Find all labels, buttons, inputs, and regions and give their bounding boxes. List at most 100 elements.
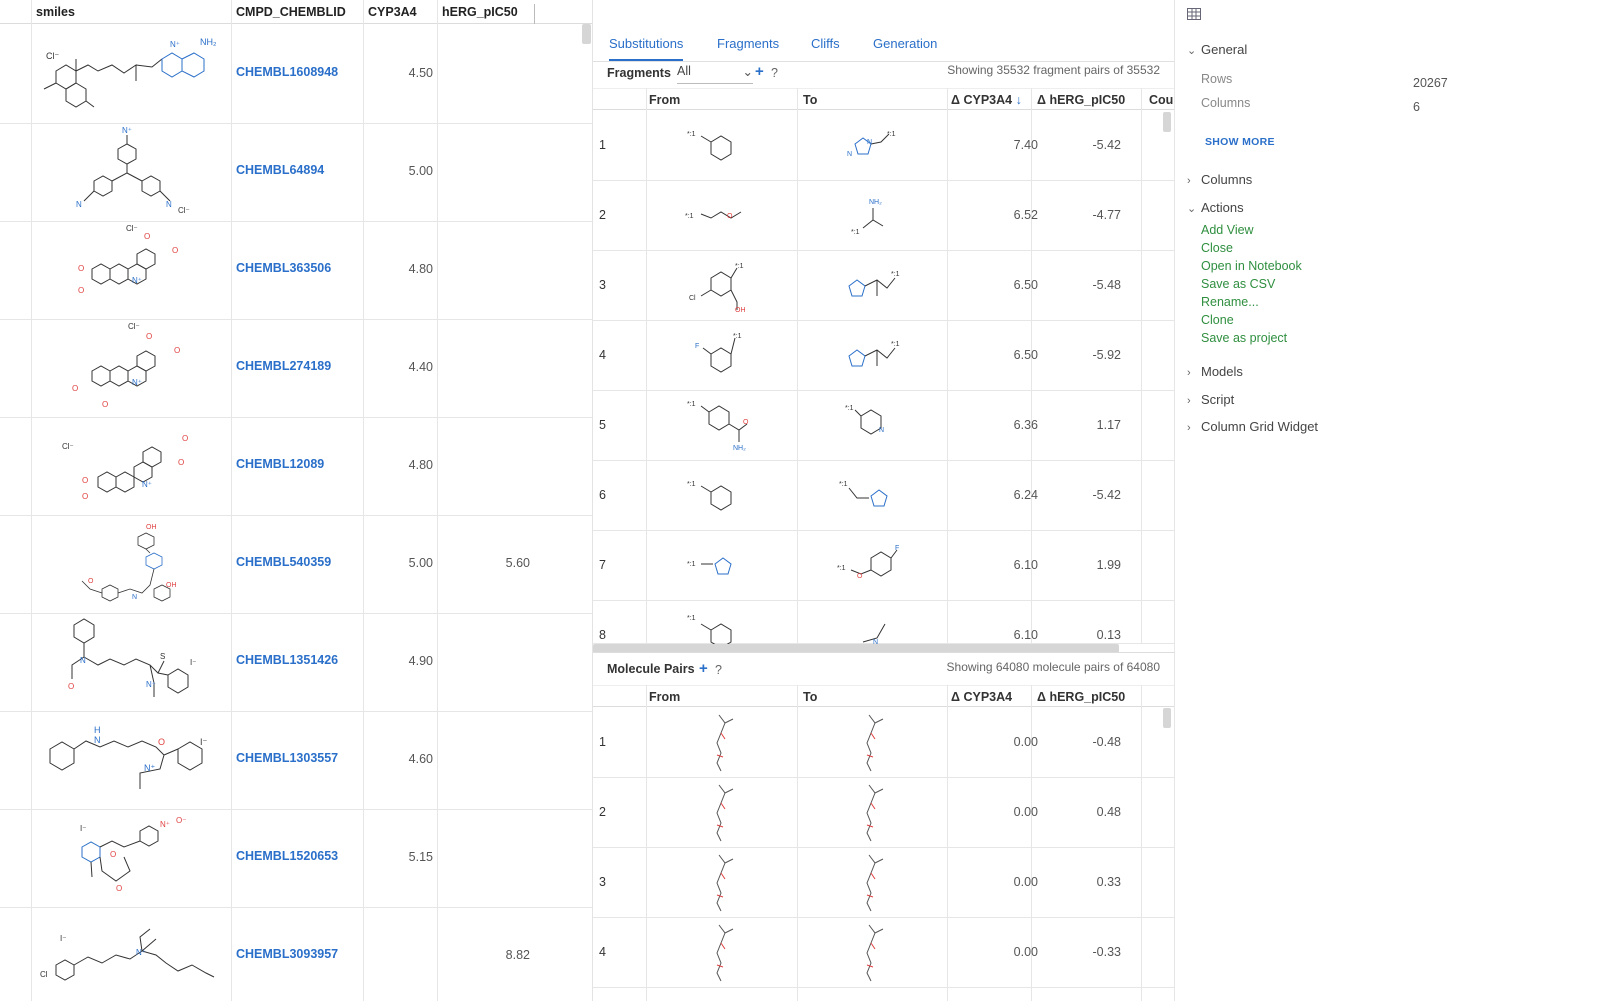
section-general[interactable]: ⌄ General	[1187, 42, 1247, 57]
add-fragment-plus-icon[interactable]: +	[755, 63, 764, 80]
delta-herg-value: 0.13	[1096, 628, 1121, 642]
fragment-row[interactable]: 8 *:1 N 6.10 0.13	[593, 601, 1174, 644]
action-clone[interactable]: Clone	[1201, 313, 1234, 327]
chembl-id-link[interactable]: CHEMBL1351426	[236, 653, 339, 667]
tab-generation[interactable]: Generation	[873, 36, 938, 51]
col-to[interactable]: To	[803, 690, 818, 704]
action-save-as-csv[interactable]: Save as CSV	[1201, 277, 1276, 291]
splitter[interactable]	[593, 652, 1174, 653]
svg-text:O⁻: O⁻	[176, 816, 186, 825]
fragments-vertical-scrollbar[interactable]	[1163, 112, 1171, 132]
svg-text:N: N	[94, 735, 101, 745]
delta-herg-value: 1.99	[1096, 558, 1121, 572]
svg-text:OH: OH	[166, 582, 177, 589]
table-row[interactable]: Cl⁻ NH₂ N⁺ CHEMBL1608948 4.50	[0, 24, 592, 124]
chembl-id-link[interactable]: CHEMBL1520653	[236, 849, 339, 863]
col-delta-cyp3a4[interactable]: Δ CYP3A4	[951, 690, 1013, 704]
from-fragment-structure: *:1 O NH₂	[687, 401, 749, 452]
chembl-id-link[interactable]: CHEMBL12089	[236, 457, 325, 471]
pairs-vertical-scrollbar[interactable]	[1163, 708, 1171, 728]
action-add-view[interactable]: Add View	[1201, 223, 1254, 237]
svg-text:Cl⁻: Cl⁻	[178, 206, 190, 215]
col-cyp3a4[interactable]: CYP3A4	[368, 5, 417, 19]
col-to[interactable]: To	[803, 93, 818, 107]
table-row[interactable]: Cl⁻ O O O O N⁺ CHEMBL12089 4.80	[0, 416, 592, 516]
chembl-id-link[interactable]: CHEMBL363506	[236, 261, 332, 275]
fragment-row[interactable]: 3 *:1 Cl OH *:1 6.50 -5.48	[593, 251, 1174, 321]
svg-text:O: O	[178, 458, 184, 467]
chembl-id-link[interactable]: CHEMBL274189	[236, 359, 332, 373]
table-row[interactable]: N O S N⁺ I⁻ CHEMBL1351426 4.90	[0, 612, 592, 712]
table-row[interactable]: OH OH O N CHEMBL540359 5.00 5.60	[0, 514, 592, 614]
fragment-row[interactable]: 6 *:1 *:1 6.24 -5.42	[593, 461, 1174, 531]
fragment-row[interactable]: 2 *:1 O NH₂ *:1 6.52 -4.77	[593, 181, 1174, 251]
col-herg[interactable]: hERG_pIC50	[442, 5, 518, 19]
from-fragment-structure: *:1 F	[695, 333, 742, 373]
table-row[interactable]: I⁻ Cl N⁺ CHEMBL3093957 8.82	[0, 906, 592, 1001]
col-from[interactable]: From	[649, 93, 681, 107]
table-row[interactable]: H N O N⁺ I⁻ CHEMBL1303557 4.60	[0, 710, 592, 810]
pair-row[interactable]: 1 0.00 -0.48	[593, 708, 1174, 778]
action-close[interactable]: Close	[1201, 241, 1233, 255]
chembl-id-link[interactable]: CHEMBL1608948	[236, 65, 339, 79]
col-count[interactable]: Cou	[1149, 93, 1174, 107]
svg-text:*:1: *:1	[839, 481, 848, 488]
table-row[interactable]: I⁻ N⁺ O⁻ O O CHEMBL1520653 5.15	[0, 808, 592, 908]
show-more-button[interactable]: SHOW MORE	[1205, 136, 1275, 148]
vertical-scrollbar[interactable]	[582, 24, 591, 44]
svg-text:NH₂: NH₂	[200, 37, 217, 47]
action-save-as-project[interactable]: Save as project	[1201, 331, 1288, 345]
pair-row[interactable]: 2 0.00 0.48	[593, 778, 1174, 848]
add-pair-plus-icon[interactable]: +	[699, 660, 708, 677]
fragments-filter-select[interactable]: All ⌄	[677, 64, 753, 84]
fragment-row[interactable]: 4 *:1 F *:1 6.50 -5.92	[593, 321, 1174, 391]
chembl-id-link[interactable]: CHEMBL1303557	[236, 751, 339, 765]
pair-row[interactable]: 3 0.00 0.33	[593, 848, 1174, 918]
action-rename[interactable]: Rename...	[1201, 295, 1259, 309]
col-chemblid[interactable]: CMPD_CHEMBLID	[236, 5, 346, 19]
tab-fragments[interactable]: Fragments	[717, 36, 780, 51]
col-delta-herg[interactable]: Δ hERG_pIC50	[1037, 93, 1126, 107]
col-smiles[interactable]: smiles	[36, 5, 75, 19]
col-from[interactable]: From	[649, 690, 681, 704]
section-actions[interactable]: ⌄ Actions	[1187, 200, 1244, 215]
fragment-row[interactable]: 5 *:1 O NH₂ *:1 N 6.36 1.17	[593, 391, 1174, 461]
section-columns[interactable]: › Columns	[1187, 172, 1252, 187]
table-row[interactable]: Cl⁻ O O O O N⁺ CHEMBL274189 4.40	[0, 318, 592, 418]
chembl-id-link[interactable]: CHEMBL540359	[236, 555, 332, 569]
col-delta-herg[interactable]: Δ hERG_pIC50	[1037, 690, 1126, 704]
table-row[interactable]: Cl⁻ O O O O N⁺ CHEMBL363506 4.80	[0, 220, 592, 320]
table-row[interactable]: N⁺ N N Cl⁻ CHEMBL64894 5.00	[0, 122, 592, 222]
fragments-label: Fragments	[607, 66, 671, 80]
chembl-id-link[interactable]: CHEMBL64894	[236, 163, 325, 177]
section-script[interactable]: › Script	[1187, 392, 1234, 407]
table-icon[interactable]	[1187, 8, 1201, 20]
horizontal-scrollbar[interactable]	[593, 644, 1119, 653]
tab-substitutions[interactable]: Substitutions	[609, 36, 684, 61]
svg-text:O: O	[158, 737, 165, 747]
compound-grid[interactable]: smiles CMPD_CHEMBLID CYP3A4 hERG_pIC50 C…	[0, 0, 593, 1001]
row-number: 1	[599, 138, 606, 152]
action-open-in-notebook[interactable]: Open in Notebook	[1201, 259, 1302, 273]
delta-cyp3a4-value: 6.36	[1013, 418, 1038, 432]
section-column-grid-widget[interactable]: › Column Grid Widget	[1187, 419, 1318, 434]
tab-cliffs[interactable]: Cliffs	[811, 36, 840, 51]
fragment-row[interactable]: 7 *:1 *:1 O F 6.10 1.99	[593, 531, 1174, 601]
cyp3a4-value: 5.15	[408, 850, 433, 864]
svg-text:N: N	[873, 639, 878, 644]
fragment-row[interactable]: 1 *:1 *:1 N N 7.40 -5.42	[593, 111, 1174, 181]
cyp3a4-value: 4.90	[408, 654, 433, 668]
molecule-structure: I⁻ Cl N⁺	[40, 928, 215, 981]
section-models-label: Models	[1201, 364, 1243, 379]
section-models[interactable]: › Models	[1187, 364, 1243, 379]
help-icon[interactable]: ?	[715, 663, 722, 677]
svg-text:NH₂: NH₂	[869, 199, 882, 206]
chembl-id-link[interactable]: CHEMBL3093957	[236, 947, 339, 961]
col-resize-handle[interactable]	[534, 4, 535, 24]
pair-row[interactable]: 4 0.00 -0.33	[593, 918, 1174, 988]
help-icon[interactable]: ?	[771, 66, 778, 80]
delta-herg-value: -5.92	[1092, 348, 1122, 362]
col-delta-cyp3a4[interactable]: Δ CYP3A4 ↓	[951, 93, 1022, 107]
grid-header: smiles CMPD_CHEMBLID CYP3A4 hERG_pIC50	[0, 0, 592, 24]
from-fragment-structure: *:1	[687, 481, 732, 511]
